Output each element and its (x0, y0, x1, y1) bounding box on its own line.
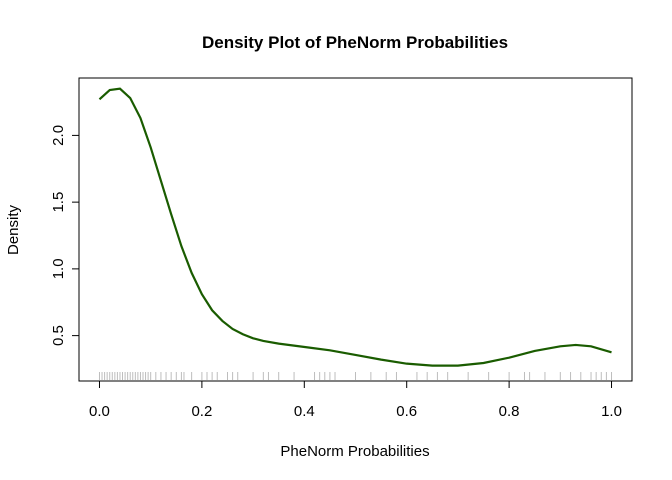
x-tick-label: 0.4 (294, 403, 315, 420)
plot-frame (78, 77, 633, 382)
x-tick-label: 0.2 (191, 403, 212, 420)
x-tick-label: 0.0 (89, 403, 110, 420)
y-tick-label: 1.0 (50, 258, 67, 279)
y-tick-label: 1.5 (50, 192, 67, 213)
x-tick-label: 0.6 (396, 403, 417, 420)
chart-title: Density Plot of PheNorm Probabilities (202, 33, 508, 52)
x-axis: 0.0 0.2 0.4 0.6 0.8 1.0 (89, 380, 622, 420)
y-tick-label: 2.0 (50, 125, 67, 146)
y-axis-label: Density (5, 204, 22, 255)
y-axis: 0.5 1.0 1.5 2.0 (50, 125, 80, 346)
x-axis-label: PheNorm Probabilities (280, 443, 429, 460)
rug-marks (98, 372, 613, 380)
x-tick-label: 0.8 (499, 403, 520, 420)
density-line (98, 87, 612, 367)
y-tick-label: 0.5 (50, 325, 67, 346)
x-tick-label: 1.0 (601, 403, 622, 420)
